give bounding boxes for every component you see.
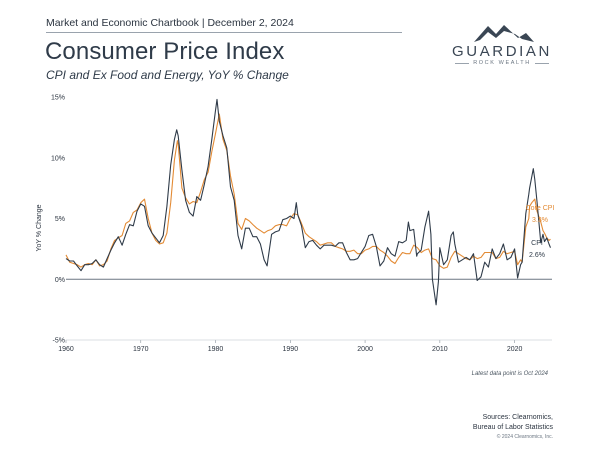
mountain-icon <box>474 25 534 42</box>
source-line-1: Sources: Clearnomics, <box>482 414 553 421</box>
y-tick-label: 5% <box>55 216 65 223</box>
x-tick-label: 2000 <box>357 346 373 353</box>
series-line-core-cpi <box>65 113 551 269</box>
x-tick-label: 1960 <box>58 346 74 353</box>
chartbook-header: Market and Economic Chartbook | December… <box>46 17 294 29</box>
logo-tagline: ROCK WEALTH <box>473 60 531 66</box>
source-line-2: Bureau of Labor Statistics <box>472 424 553 431</box>
page-subtitle: CPI and Ex Food and Energy, YoY % Change <box>46 68 289 82</box>
series-line-cpi <box>65 98 552 306</box>
y-tick-label: -5% <box>53 338 65 345</box>
y-tick-label: 0% <box>55 277 65 284</box>
x-tick-label: 2020 <box>507 346 523 353</box>
y-axis-ticks: 15% 10% 5% 0% -5% <box>51 95 65 345</box>
y-tick-label: 15% <box>51 95 65 102</box>
end-label-core-cpi: 3.3% <box>532 217 548 224</box>
legend-cpi: CPI <box>531 240 543 247</box>
logo-wordmark: GUARDIAN <box>452 43 552 60</box>
logo-divider-left <box>455 62 469 64</box>
x-axis-ticks: 1960 1970 1980 1990 2000 2010 2020 <box>58 340 523 353</box>
y-tick-label: 10% <box>51 155 65 162</box>
header-divider <box>46 32 402 33</box>
x-tick-label: 1990 <box>283 346 299 353</box>
x-tick-label: 2010 <box>432 346 448 353</box>
logo-divider-right <box>535 62 549 64</box>
copyright: © 2024 Clearnomics, Inc. <box>496 434 553 440</box>
x-tick-label: 1970 <box>133 346 149 353</box>
end-label-cpi: 2.6% <box>529 252 545 259</box>
page-title: Consumer Price Index <box>45 38 285 65</box>
latest-data-note: Latest data point is Oct 2024 <box>471 371 548 377</box>
x-tick-label: 1980 <box>208 346 224 353</box>
y-axis-label: YoY % Change <box>36 204 43 251</box>
legend-core-cpi: Core CPI <box>526 205 555 212</box>
